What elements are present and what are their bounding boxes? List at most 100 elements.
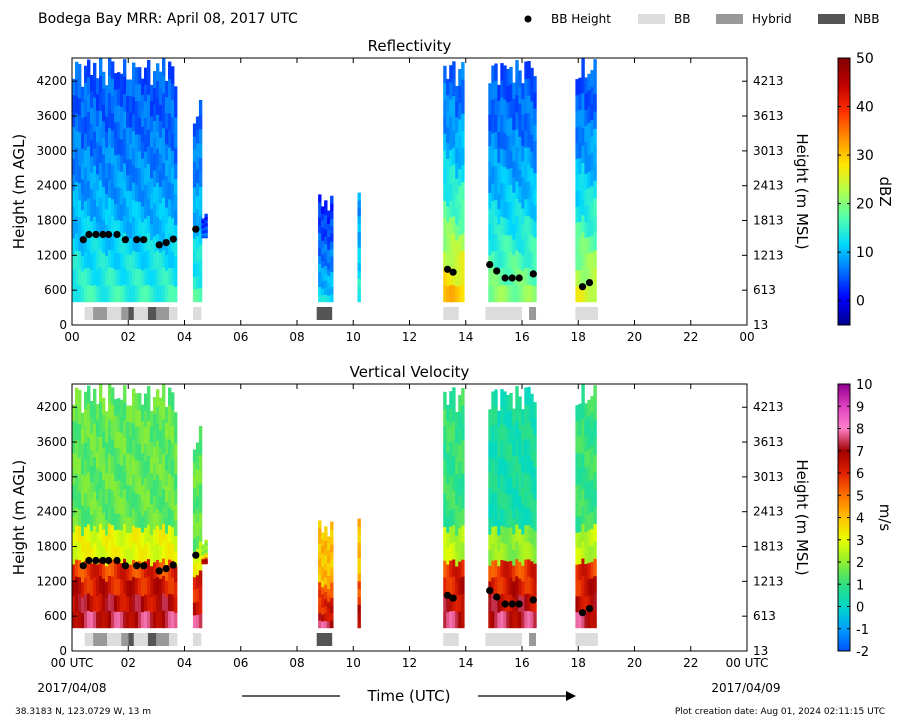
heatmap-cell	[99, 593, 103, 611]
heatmap-cell	[141, 158, 145, 175]
heatmap-cell	[503, 132, 507, 151]
heatmap-cell	[455, 163, 459, 179]
heatmap-cell	[132, 96, 136, 115]
heatmap-cell	[84, 65, 88, 83]
heatmap-cell	[518, 86, 522, 104]
heatmap-cell	[123, 197, 127, 216]
heatmap-cell	[446, 238, 450, 255]
heatmap-cell	[192, 500, 197, 514]
heatmap-cell	[330, 248, 334, 257]
heatmap-cell	[117, 187, 121, 204]
heatmap-cell	[195, 535, 200, 549]
heatmap-cell	[509, 217, 513, 236]
bb-segment-bb	[575, 633, 598, 646]
heatmap-cell	[327, 595, 331, 603]
heatmap-cell	[156, 440, 160, 458]
heatmap-cell	[575, 190, 579, 207]
heatmap-cell	[590, 611, 594, 629]
heatmap-cell	[159, 512, 163, 530]
heatmap-cell	[497, 519, 501, 536]
heatmap-cell	[318, 294, 322, 303]
heatmap-cell	[509, 460, 513, 478]
heatmap-cell	[201, 221, 205, 223]
heatmap-cell	[159, 430, 163, 448]
heatmap-cell	[446, 285, 450, 303]
heatmap-cell	[108, 92, 112, 111]
heatmap-cell	[524, 610, 528, 629]
heatmap-cell	[494, 576, 498, 595]
heatmap-cell	[78, 508, 82, 527]
heatmap-cell	[500, 508, 504, 526]
heatmap-cell	[590, 202, 594, 220]
heatmap-cell	[87, 385, 91, 404]
heatmap-cell	[491, 183, 495, 201]
heatmap-cell	[530, 251, 534, 269]
heatmap-cell	[449, 284, 453, 303]
heatmap-cell	[458, 395, 462, 412]
heatmap-cell	[521, 83, 525, 100]
bb-height-point	[79, 236, 87, 244]
heatmap-cell	[497, 457, 501, 474]
heatmap-cell	[87, 489, 91, 508]
heatmap-cell	[357, 518, 361, 527]
heatmap-cell	[144, 594, 148, 612]
heatmap-cell	[123, 180, 127, 199]
heatmap-cell	[153, 496, 157, 513]
heatmap-cell	[321, 532, 325, 540]
heatmap-cell	[192, 174, 197, 188]
heatmap-cell	[129, 143, 133, 160]
heatmap-cell	[581, 267, 585, 285]
heatmap-cell	[575, 468, 579, 486]
heatmap-cell	[99, 453, 103, 472]
heatmap-cell	[455, 473, 459, 490]
heatmap-cell	[503, 560, 507, 578]
heatmap-cell	[102, 236, 106, 253]
heatmap-cell	[204, 232, 208, 235]
heatmap-cell	[452, 147, 456, 165]
heatmap-cell	[126, 532, 130, 549]
heatmap-cell	[162, 93, 166, 111]
heatmap-cell	[174, 163, 178, 180]
heatmap-cell	[491, 268, 495, 286]
heatmap-cell	[72, 174, 76, 191]
heatmap-cell	[90, 123, 94, 141]
heatmap-cell	[533, 140, 537, 158]
heatmap-cell	[575, 405, 579, 422]
heatmap-cell	[120, 90, 124, 107]
heatmap-cell	[162, 214, 166, 233]
heatmap-cell	[123, 93, 127, 112]
heatmap-cell	[93, 457, 97, 475]
heatmap-cell	[174, 240, 178, 256]
heatmap-cell	[108, 214, 112, 233]
heatmap-cell	[452, 164, 456, 182]
heatmap-cell	[506, 411, 510, 429]
heatmap-cell	[461, 113, 465, 131]
heatmap-cell	[327, 282, 331, 290]
heatmap-cell	[93, 440, 97, 458]
heatmap-cell	[90, 579, 94, 596]
heatmap-cell	[533, 76, 537, 93]
heatmap-cell	[521, 565, 525, 582]
heatmap-cell	[491, 526, 495, 544]
heatmap-cell	[461, 593, 465, 611]
heatmap-cell	[330, 574, 334, 583]
heatmap-cell	[201, 551, 205, 554]
heatmap-cell	[204, 218, 208, 221]
heatmap-cell	[318, 566, 322, 575]
heatmap-cell	[144, 234, 148, 252]
heatmap-cell	[357, 262, 361, 271]
heatmap-cell	[99, 214, 103, 233]
heatmap-cell	[105, 473, 109, 489]
heatmap-cell	[581, 162, 585, 181]
heatmap-cell	[506, 118, 510, 136]
heatmap-cell	[165, 286, 169, 303]
heatmap-cell	[138, 117, 142, 135]
heatmap-cell	[500, 406, 504, 424]
heatmap-cell	[132, 267, 136, 286]
heatmap-cell	[521, 596, 525, 613]
heatmap-cell	[593, 215, 597, 233]
heatmap-cell	[330, 263, 334, 272]
heatmap-cell	[171, 560, 175, 578]
heatmap-cell	[324, 243, 328, 252]
